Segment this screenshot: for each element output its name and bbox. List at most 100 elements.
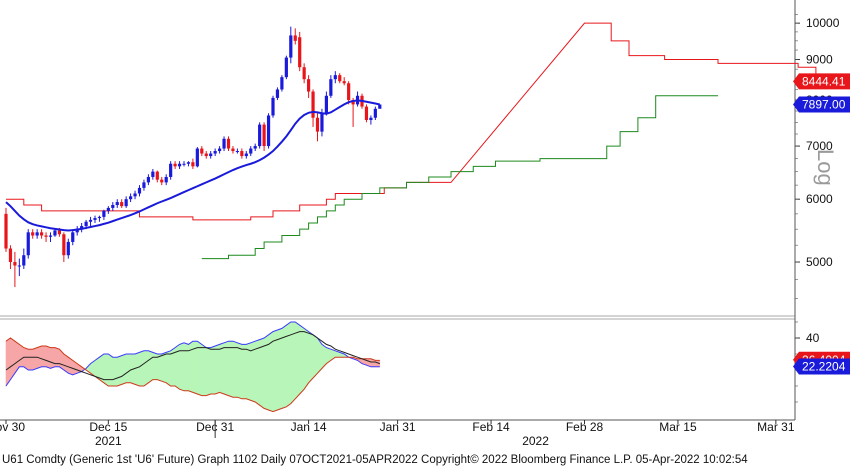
oscillator-fill-segment <box>183 342 189 392</box>
candle-body <box>235 151 239 153</box>
oscillator-fill-segment <box>210 345 216 395</box>
oscillator-fill-segment <box>312 334 318 379</box>
candle-body <box>8 248 13 263</box>
candle-body <box>342 81 346 84</box>
candle-body <box>88 219 93 222</box>
candle-body <box>35 232 39 236</box>
date-tick-label: Nov 30 <box>0 420 25 434</box>
candle-body <box>173 163 177 167</box>
oscillator-fill-segment <box>188 340 194 393</box>
candle-body <box>289 35 293 58</box>
candle-body <box>266 115 271 147</box>
candle-body <box>249 148 253 154</box>
oscillator-fill-segment <box>197 340 203 397</box>
oscillator-lines-group <box>5 321 380 413</box>
candle-body <box>253 146 257 149</box>
candle-body <box>333 75 337 80</box>
oscillator-fill-segment <box>214 343 220 395</box>
oscillator-fill-segment <box>303 327 309 391</box>
candle-body <box>75 229 79 233</box>
oscillator-fill-segment <box>125 353 131 384</box>
oscillator-fill-segment <box>241 344 247 400</box>
candle-body <box>338 75 342 82</box>
candle-body <box>244 153 248 157</box>
oscillator-fill-segment <box>148 350 154 384</box>
candle-body <box>324 95 328 114</box>
oscillator-last-value-badge-shape <box>793 358 850 375</box>
price-tick-label: 9000 <box>806 52 833 66</box>
candle-body <box>280 77 284 90</box>
oscillator-fill-segment <box>32 347 38 371</box>
date-tick-label: Jan 14 <box>291 420 327 434</box>
candle-body <box>262 124 266 147</box>
candle-body <box>315 117 320 132</box>
candle-body <box>124 199 128 207</box>
oscillator-fill-segment <box>139 350 145 387</box>
trailing-stop-upper-line <box>6 22 830 221</box>
candle-body <box>302 67 306 80</box>
candle-body <box>106 207 110 211</box>
candle-body <box>231 148 235 152</box>
candle-body <box>240 151 244 157</box>
candle-body <box>111 204 115 208</box>
moving-average-line <box>5 99 381 232</box>
candle-body <box>22 255 26 266</box>
oscillator-fill-segment <box>179 342 185 392</box>
oscillator-black-line <box>5 331 380 381</box>
candle-body <box>347 83 351 101</box>
candle-body <box>146 176 150 183</box>
candle-body <box>204 153 208 157</box>
candle-body <box>378 104 382 109</box>
candle-body <box>191 162 195 167</box>
oscillator-fill-segment <box>272 329 278 413</box>
oscillator-fill-segment <box>19 343 25 368</box>
candle-body <box>133 193 137 197</box>
trailing-stop-group <box>6 22 830 260</box>
candle-body <box>298 37 302 68</box>
candle-body <box>311 91 315 118</box>
price-tick-label: 7000 <box>806 139 833 153</box>
candle-body <box>364 106 369 121</box>
price-last-value-badge-label: 8444.41 <box>802 74 846 88</box>
candle-body <box>373 108 377 118</box>
oscillator-fill-segment <box>308 331 314 384</box>
oscillator-fill-segment <box>134 351 140 387</box>
candle-body <box>182 163 186 165</box>
candle-body <box>169 163 173 177</box>
oscillator-fill-segment <box>232 340 238 398</box>
candle-body <box>258 124 262 147</box>
date-tick-label: Feb 14 <box>472 420 510 434</box>
candle-body <box>17 265 21 267</box>
candle-body <box>271 97 275 116</box>
candle-body <box>186 162 191 164</box>
date-tick-label: Mar 31 <box>757 420 795 434</box>
candle-body <box>97 216 102 219</box>
oscillator-fill-segment <box>5 337 11 387</box>
price-last-value-badge-shape <box>793 96 850 113</box>
candle-body <box>102 210 106 217</box>
candle-body <box>307 79 311 92</box>
candle-body <box>160 179 164 183</box>
candle-body <box>213 151 217 154</box>
candle-body <box>155 171 159 180</box>
oscillator-axis-ticks: 40 <box>795 321 820 403</box>
oscillator-tick-label: 40 <box>806 331 820 345</box>
candle-body <box>293 35 297 41</box>
oscillator-fill-segment <box>165 350 171 387</box>
oscillator-fill-segment <box>205 347 211 397</box>
oscillator-fill-segment <box>50 347 56 369</box>
oscillator-fill-segment <box>277 327 283 411</box>
oscillator-fill-segment <box>201 343 207 396</box>
oscillator-fill-segment <box>161 351 167 384</box>
candle-body <box>222 138 226 149</box>
candle-body <box>369 117 373 121</box>
candle-body <box>71 232 75 242</box>
candle-body <box>44 235 48 237</box>
oscillator-fill-segment <box>299 324 305 395</box>
candlestick-group <box>4 26 382 288</box>
price-tick-label: 6000 <box>806 192 833 206</box>
candle-body <box>53 230 57 236</box>
